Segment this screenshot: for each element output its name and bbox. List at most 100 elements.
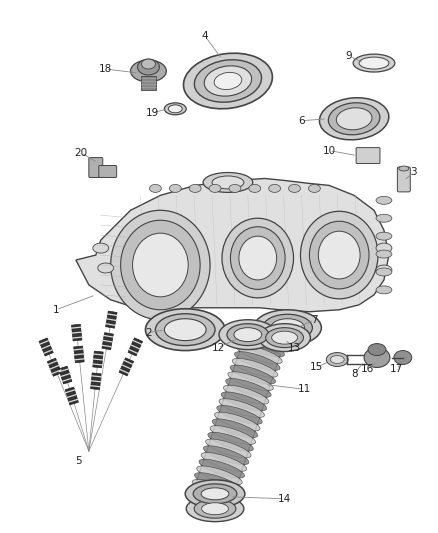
Ellipse shape xyxy=(93,243,109,253)
Polygon shape xyxy=(59,366,72,384)
Ellipse shape xyxy=(259,324,311,352)
Ellipse shape xyxy=(229,184,241,192)
Ellipse shape xyxy=(189,184,201,192)
Ellipse shape xyxy=(201,503,229,515)
Polygon shape xyxy=(76,179,389,312)
Polygon shape xyxy=(119,358,134,376)
Text: 16: 16 xyxy=(360,365,374,375)
Ellipse shape xyxy=(203,446,249,465)
Text: 8: 8 xyxy=(351,369,357,379)
Ellipse shape xyxy=(208,432,253,451)
Ellipse shape xyxy=(194,60,261,102)
Ellipse shape xyxy=(394,351,412,365)
Ellipse shape xyxy=(197,466,242,485)
Ellipse shape xyxy=(194,499,236,518)
Ellipse shape xyxy=(193,484,237,504)
Text: 14: 14 xyxy=(278,494,291,504)
Ellipse shape xyxy=(201,488,229,500)
Ellipse shape xyxy=(271,319,304,337)
Ellipse shape xyxy=(234,328,262,342)
Ellipse shape xyxy=(155,314,215,345)
Ellipse shape xyxy=(168,105,182,113)
Text: 6: 6 xyxy=(298,116,305,126)
Ellipse shape xyxy=(192,480,238,498)
Polygon shape xyxy=(91,373,101,390)
Ellipse shape xyxy=(368,344,386,356)
Text: 13: 13 xyxy=(288,343,301,352)
Ellipse shape xyxy=(319,98,389,140)
Ellipse shape xyxy=(204,66,252,96)
Ellipse shape xyxy=(212,419,258,438)
Ellipse shape xyxy=(309,221,369,289)
Ellipse shape xyxy=(194,473,240,491)
Ellipse shape xyxy=(98,263,114,273)
Ellipse shape xyxy=(359,57,389,69)
Ellipse shape xyxy=(318,231,360,279)
Ellipse shape xyxy=(212,176,244,189)
Ellipse shape xyxy=(111,211,210,320)
Text: 9: 9 xyxy=(346,51,353,61)
Ellipse shape xyxy=(249,184,261,192)
Ellipse shape xyxy=(185,480,245,508)
Text: 4: 4 xyxy=(202,31,208,41)
Polygon shape xyxy=(65,387,78,405)
Ellipse shape xyxy=(215,412,260,431)
Ellipse shape xyxy=(308,184,320,192)
Ellipse shape xyxy=(289,184,300,192)
Ellipse shape xyxy=(223,385,269,404)
Ellipse shape xyxy=(235,352,280,370)
Ellipse shape xyxy=(131,60,166,82)
Text: 1: 1 xyxy=(53,305,60,315)
Ellipse shape xyxy=(266,328,304,348)
Text: 11: 11 xyxy=(298,384,311,394)
Ellipse shape xyxy=(376,243,392,253)
Ellipse shape xyxy=(239,338,284,357)
Polygon shape xyxy=(39,338,53,356)
Ellipse shape xyxy=(214,72,242,90)
Ellipse shape xyxy=(376,232,392,240)
Ellipse shape xyxy=(230,365,276,384)
Ellipse shape xyxy=(376,250,392,258)
Ellipse shape xyxy=(217,406,262,424)
Ellipse shape xyxy=(376,196,392,204)
Ellipse shape xyxy=(203,173,253,192)
Text: 19: 19 xyxy=(146,108,159,118)
Ellipse shape xyxy=(186,496,244,522)
Ellipse shape xyxy=(232,358,278,377)
Ellipse shape xyxy=(326,352,348,367)
Ellipse shape xyxy=(376,268,392,276)
Bar xyxy=(141,76,156,90)
Text: 18: 18 xyxy=(99,64,113,74)
Polygon shape xyxy=(71,324,82,341)
Ellipse shape xyxy=(149,184,161,192)
Ellipse shape xyxy=(228,372,273,391)
Ellipse shape xyxy=(300,211,378,299)
Ellipse shape xyxy=(272,331,297,344)
Text: 7: 7 xyxy=(311,314,318,325)
Ellipse shape xyxy=(120,220,200,310)
Text: 17: 17 xyxy=(390,365,403,375)
Ellipse shape xyxy=(330,356,344,364)
Ellipse shape xyxy=(237,345,282,364)
Polygon shape xyxy=(128,338,143,356)
Ellipse shape xyxy=(184,53,272,109)
Ellipse shape xyxy=(199,459,244,478)
Polygon shape xyxy=(93,351,103,368)
Ellipse shape xyxy=(164,319,206,341)
Ellipse shape xyxy=(263,314,312,341)
Ellipse shape xyxy=(227,324,268,345)
Ellipse shape xyxy=(138,59,159,75)
Ellipse shape xyxy=(141,59,155,69)
Ellipse shape xyxy=(222,218,293,298)
Ellipse shape xyxy=(230,227,285,289)
Ellipse shape xyxy=(239,236,277,280)
FancyBboxPatch shape xyxy=(397,167,410,192)
Polygon shape xyxy=(74,346,84,363)
FancyBboxPatch shape xyxy=(356,148,380,164)
Ellipse shape xyxy=(254,310,321,345)
Ellipse shape xyxy=(328,103,380,135)
Ellipse shape xyxy=(145,309,225,351)
Polygon shape xyxy=(102,333,113,350)
Ellipse shape xyxy=(219,399,265,417)
Ellipse shape xyxy=(206,439,251,458)
